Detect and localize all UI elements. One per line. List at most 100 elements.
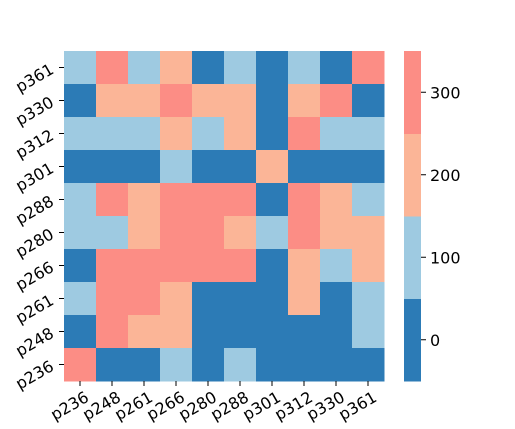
heatmap-cell-p236-p330 — [320, 348, 353, 382]
heatmap-cell-p261-p280 — [192, 282, 225, 316]
heatmap-cell-p361-p261 — [128, 51, 161, 85]
heatmap-cell-p312-p266 — [160, 117, 193, 151]
heatmap-cell-p261-p261 — [128, 282, 161, 316]
heatmap-cell-p248-p288 — [224, 315, 257, 349]
heatmap-cell-p261-p330 — [320, 282, 353, 316]
y-tick-label-p312: p312 — [12, 126, 57, 163]
y-tick-label-p301: p301 — [12, 159, 57, 196]
heatmap-cell-p312-p288 — [224, 117, 257, 151]
colorbar-tick-label-1: 100 — [430, 248, 461, 267]
heatmap-cell-p248-p361 — [352, 315, 385, 349]
heatmap-cell-p266-p236 — [64, 249, 97, 283]
heatmap-cell-p330-p301 — [256, 84, 289, 118]
heatmap-cell-p280-p312 — [288, 216, 321, 250]
heatmap-cell-p301-p236 — [64, 150, 97, 184]
heatmap-cell-p266-p280 — [192, 249, 225, 283]
heatmap-cell-p280-p280 — [192, 216, 225, 250]
heatmap-cell-p330-p266 — [160, 84, 193, 118]
heatmap-cell-p248-p301 — [256, 315, 289, 349]
heatmap-cell-p248-p248 — [96, 315, 129, 349]
heatmap-cell-p288-p301 — [256, 183, 289, 217]
colorbar-tick-label-3: 300 — [430, 83, 461, 102]
heatmap-cell-p301-p266 — [160, 150, 193, 184]
heatmap-cell-p248-p330 — [320, 315, 353, 349]
heatmap-cell-p330-p288 — [224, 84, 257, 118]
heatmap-cell-p330-p236 — [64, 84, 97, 118]
heatmap-cell-p266-p330 — [320, 249, 353, 283]
heatmap-cell-p361-p266 — [160, 51, 193, 85]
heatmap-cell-p266-p266 — [160, 249, 193, 283]
heatmap-cell-p248-p280 — [192, 315, 225, 349]
heatmap-cell-p301-p301 — [256, 150, 289, 184]
heatmap-cell-p261-p301 — [256, 282, 289, 316]
y-tick-label-p236: p236 — [12, 357, 57, 394]
heatmap-cells — [64, 51, 385, 382]
heatmap-cell-p280-p301 — [256, 216, 289, 250]
heatmap-cell-p236-p301 — [256, 348, 289, 382]
heatmap-cell-p288-p361 — [352, 183, 385, 217]
colorbar-bin-1 — [404, 216, 421, 299]
heatmap-cell-p288-p312 — [288, 183, 321, 217]
heatmap-cell-p361-p312 — [288, 51, 321, 85]
heatmap-cell-p261-p266 — [160, 282, 193, 316]
heatmap-cell-p330-p261 — [128, 84, 161, 118]
heatmap-cell-p248-p261 — [128, 315, 161, 349]
heatmap-cell-p288-p236 — [64, 183, 97, 217]
heatmap-cell-p288-p261 — [128, 183, 161, 217]
y-tick-label-p361: p361 — [12, 60, 57, 97]
heatmap-cell-p301-p330 — [320, 150, 353, 184]
heatmap-cell-p266-p312 — [288, 249, 321, 283]
heatmap-cell-p288-p266 — [160, 183, 193, 217]
heatmap-cell-p330-p312 — [288, 84, 321, 118]
heatmap-cell-p312-p330 — [320, 117, 353, 151]
heatmap-cell-p280-p330 — [320, 216, 353, 250]
heatmap-cell-p361-p280 — [192, 51, 225, 85]
heatmap-cell-p261-p248 — [96, 282, 129, 316]
heatmap-cell-p288-p288 — [224, 183, 257, 217]
colorbar-tick-label-0: 0 — [430, 331, 440, 350]
colorbar-bin-2 — [404, 133, 421, 217]
heatmap-cell-p266-p361 — [352, 249, 385, 283]
y-tick-label-p280: p280 — [12, 225, 57, 262]
y-tick-label-p261: p261 — [12, 291, 57, 328]
heatmap-cell-p312-p261 — [128, 117, 161, 151]
heatmap-cell-p236-p312 — [288, 348, 321, 382]
heatmap-cell-p248-p236 — [64, 315, 97, 349]
heatmap-cell-p361-p248 — [96, 51, 129, 85]
heatmap-cell-p280-p288 — [224, 216, 257, 250]
heatmap-cell-p266-p288 — [224, 249, 257, 283]
colorbar-bin-0 — [404, 298, 421, 382]
heatmap-cell-p280-p361 — [352, 216, 385, 250]
heatmap-cell-p280-p261 — [128, 216, 161, 250]
x-tick-label-p361: p361 — [335, 387, 380, 424]
heatmap-cell-p312-p361 — [352, 117, 385, 151]
heatmap-cell-p288-p280 — [192, 183, 225, 217]
colorbar-bin-3 — [404, 51, 421, 134]
y-tick-label-p288: p288 — [12, 192, 57, 229]
heatmap-cell-p236-p261 — [128, 348, 161, 382]
heatmap-cell-p236-p280 — [192, 348, 225, 382]
heatmap-cell-p301-p261 — [128, 150, 161, 184]
heatmap-cell-p312-p280 — [192, 117, 225, 151]
heatmap-cell-p266-p248 — [96, 249, 129, 283]
heatmap-cell-p288-p330 — [320, 183, 353, 217]
heatmap-cell-p261-p288 — [224, 282, 257, 316]
heatmap-cell-p301-p280 — [192, 150, 225, 184]
heatmap-cell-p330-p248 — [96, 84, 129, 118]
heatmap-cell-p266-p261 — [128, 249, 161, 283]
heatmap-cell-p261-p236 — [64, 282, 97, 316]
heatmap-cell-p312-p301 — [256, 117, 289, 151]
heatmap-cell-p301-p248 — [96, 150, 129, 184]
heatmap-cell-p330-p330 — [320, 84, 353, 118]
heatmap-cell-p236-p288 — [224, 348, 257, 382]
heatmap-cell-p330-p361 — [352, 84, 385, 118]
heatmap-cell-p361-p301 — [256, 51, 289, 85]
heatmap-cell-p301-p288 — [224, 150, 257, 184]
heatmap-cell-p312-p236 — [64, 117, 97, 151]
heatmap-cell-p261-p361 — [352, 282, 385, 316]
heatmap-cell-p361-p361 — [352, 51, 385, 85]
heatmap-cell-p301-p312 — [288, 150, 321, 184]
heatmap-cell-p301-p361 — [352, 150, 385, 184]
heatmap-cell-p236-p266 — [160, 348, 193, 382]
